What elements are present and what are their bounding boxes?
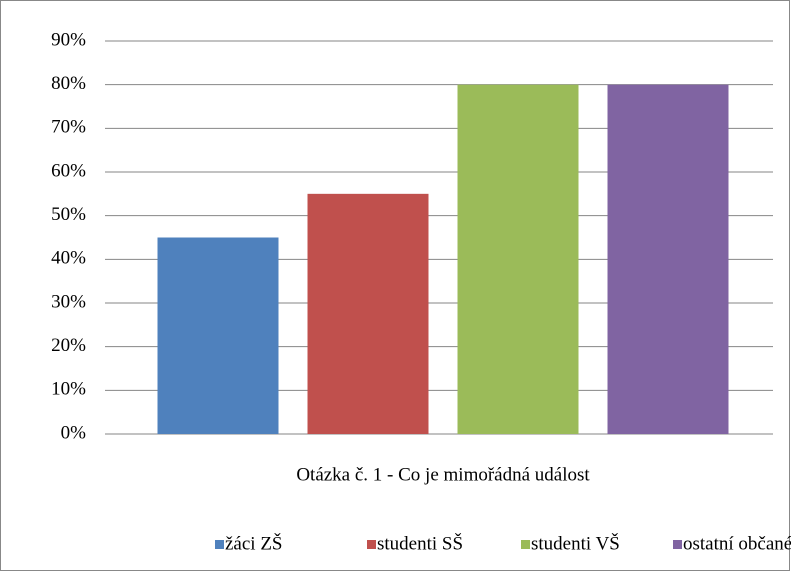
legend-label: žáci ZŠ bbox=[225, 532, 283, 554]
y-tick-label: 50% bbox=[51, 204, 86, 225]
legend-swatch bbox=[673, 540, 682, 549]
y-tick-label: 20% bbox=[51, 335, 86, 356]
legend-label: ostatní občané bbox=[683, 533, 791, 554]
legend-swatch bbox=[215, 540, 224, 549]
legend-label: studenti VŠ bbox=[531, 532, 620, 554]
y-tick-label: 70% bbox=[51, 117, 86, 138]
bar bbox=[607, 84, 729, 435]
y-tick-label: 60% bbox=[51, 160, 86, 181]
y-tick-label: 10% bbox=[51, 379, 86, 400]
y-tick-label: 80% bbox=[51, 73, 86, 94]
y-tick-label: 30% bbox=[51, 291, 86, 312]
legend-swatch bbox=[521, 540, 530, 549]
x-tick-label: Otázka č. 1 - Co je mimořádná událost bbox=[296, 464, 590, 485]
legend-label: studenti SŠ bbox=[377, 532, 463, 554]
y-tick-label: 40% bbox=[51, 248, 86, 269]
y-tick-label: 90% bbox=[51, 29, 86, 50]
y-tick-label: 0% bbox=[61, 422, 87, 443]
bar bbox=[307, 193, 429, 434]
legend-swatch bbox=[367, 540, 376, 549]
bar bbox=[157, 237, 279, 434]
bar bbox=[457, 84, 579, 435]
